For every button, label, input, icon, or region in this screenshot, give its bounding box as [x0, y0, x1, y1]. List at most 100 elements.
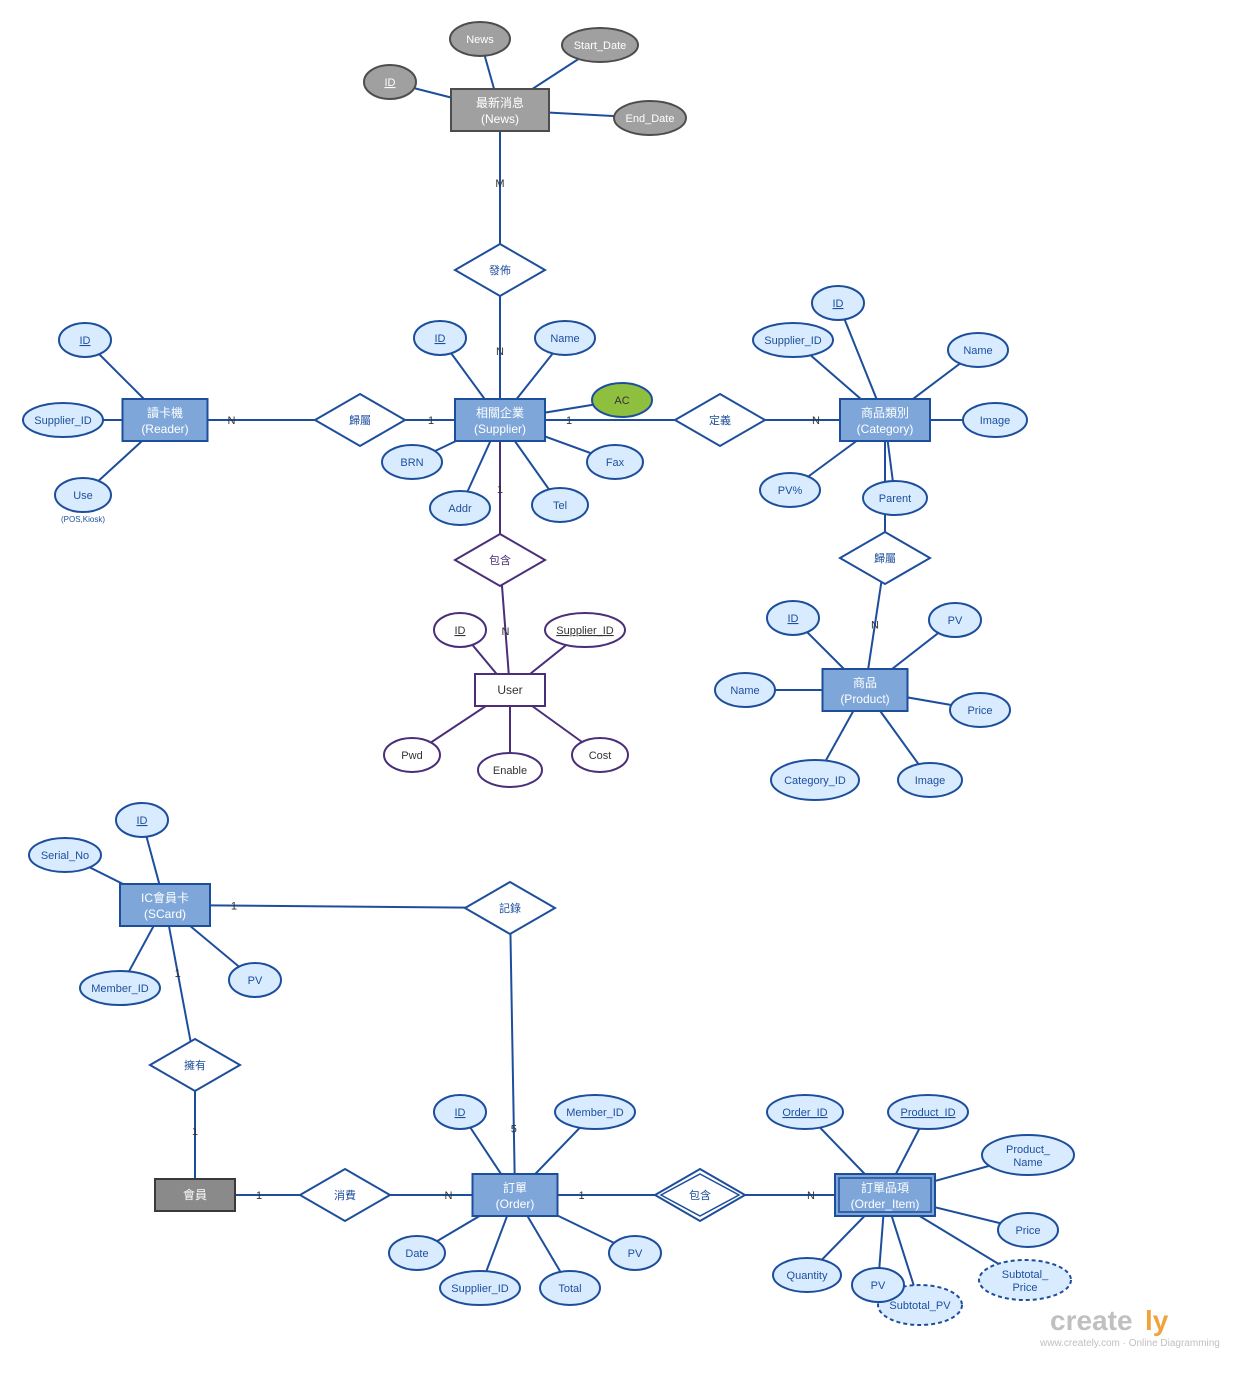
rel-contain2: 包含 [655, 1169, 745, 1221]
attr-cat_id: ID [812, 286, 864, 320]
svg-text:Quantity: Quantity [787, 1270, 828, 1282]
svg-text:1: 1 [566, 415, 572, 427]
attr-sup_brn: BRN [382, 445, 442, 479]
svg-text:Name: Name [550, 333, 579, 345]
svg-text:Pwd: Pwd [401, 750, 422, 762]
svg-text:讀卡機: 讀卡機 [147, 405, 183, 420]
svg-text:Fax: Fax [606, 457, 625, 469]
attr-sc_member: Member_ID [80, 971, 160, 1005]
svg-text:包含: 包含 [489, 553, 511, 567]
svg-text:歸屬: 歸屬 [349, 413, 371, 427]
attr-oi_subprice: Subtotal_Price [979, 1260, 1071, 1300]
rel-contain1: 包含 [455, 534, 545, 586]
svg-text:1: 1 [428, 415, 434, 427]
svg-text:PV: PV [628, 1248, 643, 1260]
svg-text:1: 1 [175, 968, 181, 980]
svg-text:Member_ID: Member_ID [566, 1107, 624, 1119]
attr-cat_name: Name [948, 333, 1008, 367]
svg-text:Addr: Addr [448, 503, 472, 515]
svg-text:N: N [496, 346, 504, 358]
attr-user_pwd: Pwd [384, 738, 440, 772]
rel-consume: 消費 [300, 1169, 390, 1221]
svg-text:Image: Image [915, 775, 946, 787]
svg-text:(Order): (Order) [496, 1197, 535, 1211]
svg-text:Order_ID: Order_ID [782, 1107, 827, 1119]
entity-news: 最新消息(News) [451, 89, 549, 131]
svg-text:ID: ID [788, 613, 799, 625]
attr-user_id: ID [434, 613, 486, 647]
svg-text:Supplier_ID: Supplier_ID [764, 335, 822, 347]
attr-cat_sup: Supplier_ID [753, 323, 833, 357]
svg-text:記錄: 記錄 [499, 901, 521, 915]
svg-text:商品: 商品 [853, 675, 877, 690]
svg-text:Subtotal_: Subtotal_ [1002, 1269, 1049, 1281]
svg-text:N: N [501, 626, 509, 638]
svg-text:ID: ID [80, 335, 91, 347]
watermark-brand: create [1050, 1305, 1133, 1336]
svg-text:Member_ID: Member_ID [91, 983, 149, 995]
attr-oi_qty: Quantity [773, 1258, 841, 1292]
attr-prod_cat: Category_ID [771, 760, 859, 800]
svg-text:發佈: 發佈 [489, 263, 511, 277]
svg-text:(POS,Kiosk): (POS,Kiosk) [61, 515, 105, 524]
rel-belong2: 歸屬 [840, 532, 930, 584]
attr-prod_price: Price [950, 693, 1010, 727]
attr-oi_pname: Product_Name [982, 1135, 1074, 1175]
svg-text:End_Date: End_Date [626, 113, 675, 125]
svg-text:1: 1 [578, 1190, 584, 1202]
svg-text:N: N [228, 415, 236, 427]
svg-text:歸屬: 歸屬 [874, 551, 896, 565]
attr-sup_ac: AC [592, 383, 652, 417]
attr-sc_pv: PV [229, 963, 281, 997]
entity-member: 會員 [155, 1179, 235, 1211]
entity-product: 商品 (Product) [823, 669, 908, 711]
svg-text:1: 1 [231, 901, 237, 913]
svg-text:1: 1 [192, 1126, 198, 1138]
attr-user_sup: Supplier_ID [545, 613, 625, 647]
attr-sup_tel: Tel [532, 488, 588, 522]
svg-text:N: N [807, 1190, 815, 1202]
svg-text:1: 1 [256, 1190, 262, 1202]
attr-oi_order: Order_ID [767, 1095, 843, 1129]
entity-user: User [475, 674, 545, 706]
svg-text:會員: 會員 [183, 1188, 207, 1202]
svg-text:ID: ID [833, 298, 844, 310]
svg-text:5: 5 [511, 1124, 517, 1136]
svg-text:M: M [495, 178, 504, 190]
attr-sup_id: ID [414, 321, 466, 355]
svg-text:Supplier_ID: Supplier_ID [34, 415, 92, 427]
rel-belong1: 歸屬 [315, 394, 405, 446]
attr-oi_price: Price [998, 1213, 1058, 1247]
svg-text:(News): (News) [481, 112, 519, 126]
attr-prod_id: ID [767, 601, 819, 635]
attr-user_enable: Enable [478, 753, 542, 787]
svg-text:PV: PV [871, 1280, 886, 1292]
svg-text:商品類別: 商品類別 [861, 405, 909, 420]
attr-news_sd: Start_Date [562, 28, 638, 62]
svg-text:消費: 消費 [334, 1188, 356, 1202]
svg-text:PV: PV [948, 615, 963, 627]
svg-text:Image: Image [980, 415, 1011, 427]
watermark-sub: www.creately.com · Online Diagramming [1039, 1338, 1220, 1349]
attr-user_cost: Cost [572, 738, 628, 772]
entity-category: 商品類別(Category) [840, 399, 930, 441]
attr-news_ed: End_Date [614, 101, 686, 135]
svg-text:N: N [445, 1190, 453, 1202]
svg-text:Supplier_ID: Supplier_ID [556, 625, 614, 637]
attr-ord_date: Date [389, 1236, 445, 1270]
attr-cat_parent: Parent [863, 481, 927, 515]
svg-text:Date: Date [405, 1248, 428, 1260]
svg-text:ID: ID [455, 1107, 466, 1119]
svg-text:(SCard): (SCard) [144, 907, 186, 921]
rel-publish: 發佈 [455, 244, 545, 296]
svg-text:News: News [466, 34, 494, 46]
attr-oi_product: Product_ID [888, 1095, 968, 1129]
attr-prod_name: Name [715, 673, 775, 707]
attr-sup_fax: Fax [587, 445, 643, 479]
svg-text:PV: PV [248, 975, 263, 987]
svg-text:訂單: 訂單 [503, 1180, 527, 1195]
svg-text:(Product): (Product) [840, 692, 889, 706]
svg-text:Name: Name [730, 685, 759, 697]
svg-text:IC會員卡: IC會員卡 [141, 891, 189, 905]
svg-text:User: User [497, 683, 522, 697]
